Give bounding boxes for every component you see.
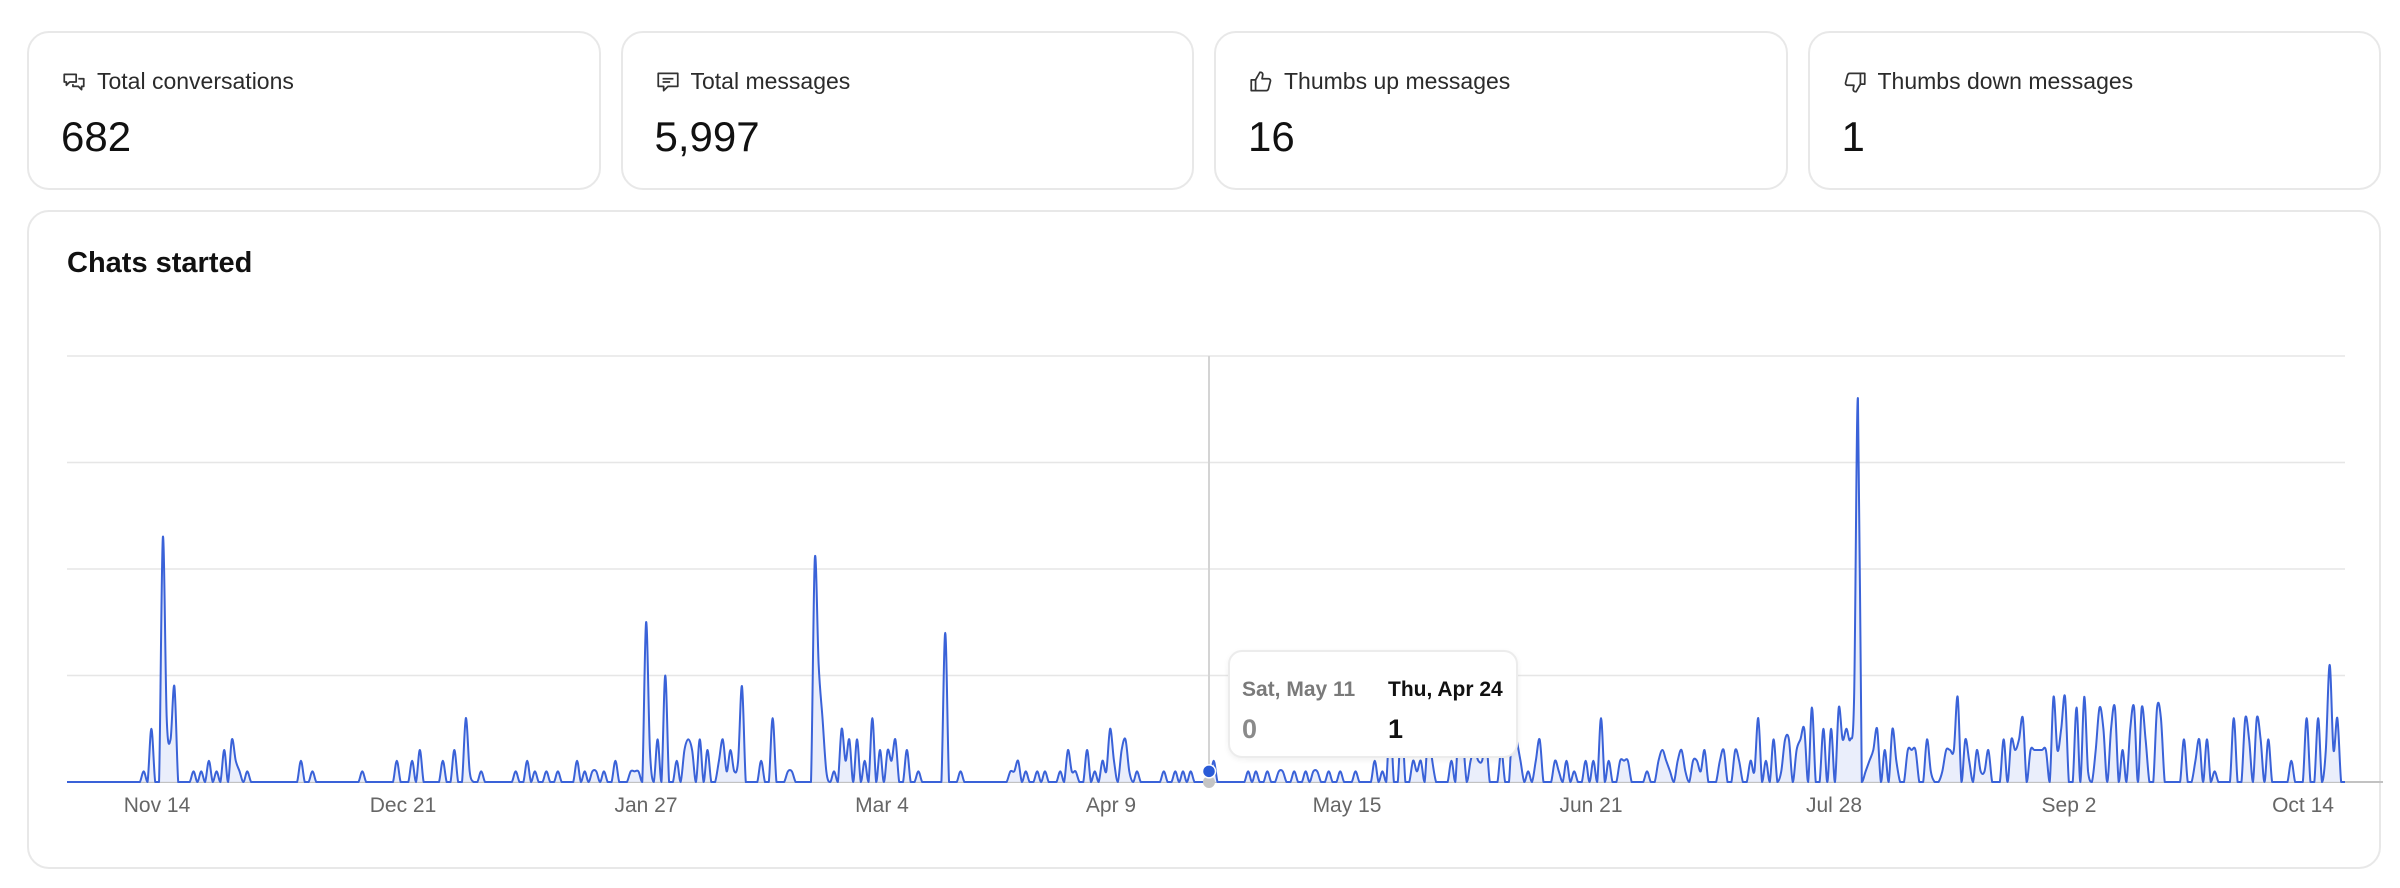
tooltip-current-value: 1 [1388, 714, 1404, 744]
x-tick-label: Dec 21 [370, 794, 437, 817]
stat-card-thumbs-up: Thumbs up messages 16 [1214, 31, 1788, 190]
stat-value: 682 [61, 113, 132, 160]
hover-point-marker [1201, 764, 1217, 779]
chart-series [67, 397, 2383, 783]
stat-label-row: Total messages [655, 68, 851, 95]
x-tick-label: Jun 21 [1559, 794, 1622, 817]
chart-title: Chats started [67, 247, 253, 279]
stat-label: Thumbs down messages [1877, 68, 2134, 94]
stat-value: 16 [1248, 113, 1295, 160]
stat-label-row: Total conversations [61, 68, 294, 95]
x-tick-label: Jul 28 [1806, 794, 1862, 817]
series-line [67, 397, 2345, 783]
stat-value: 1 [1841, 113, 1865, 160]
stat-label: Total conversations [97, 68, 294, 94]
x-tick-label: Nov 14 [124, 794, 191, 817]
stats-row: Total conversations 682 Total messages 5… [27, 31, 2381, 190]
stat-value: 5,997 [654, 113, 760, 160]
x-tick-label: Apr 9 [1086, 794, 1136, 817]
x-tick-label: Oct 14 [2272, 794, 2334, 817]
tooltip-comparison-date: Sat, May 11 [1242, 678, 1356, 701]
chats-started-chart[interactable]: Nov 14 Dec 21 Jan 27 Mar 4 Apr 9 May 15 Jun 21… [29, 212, 2383, 871]
x-tick-label: May 15 [1313, 794, 1382, 817]
chart-tooltip: Sat, May 11 0 Thu, Apr 24 1 [1228, 650, 1518, 758]
tooltip-current: Thu, Apr 24 1 [1388, 678, 1503, 745]
stat-label-row: Thumbs down messages [1842, 68, 2134, 95]
hover-comparison-marker [1203, 776, 1215, 788]
stat-label-row: Thumbs up messages [1248, 68, 1510, 95]
chart-grid [67, 355, 2345, 677]
stat-card-total-conversations: Total conversations 682 [27, 31, 601, 190]
x-tick-label: Sep 2 [2042, 794, 2097, 817]
stat-card-total-messages: Total messages 5,997 [620, 31, 1194, 190]
x-tick-label: Jan 27 [614, 794, 677, 817]
chart-hover [1201, 356, 1217, 788]
thumbs-down-icon [1844, 71, 1866, 93]
x-tick-label: Mar 4 [855, 794, 909, 817]
chart-x-axis: Nov 14 Dec 21 Jan 27 Mar 4 Apr 9 May 15 Jun 21… [124, 794, 2335, 817]
tooltip-current-date: Thu, Apr 24 [1388, 678, 1503, 701]
message-icon [656, 71, 679, 92]
chats-started-card: Nov 14 Dec 21 Jan 27 Mar 4 Apr 9 May 15 Jun 21… [27, 210, 2383, 871]
stat-card-thumbs-down: Thumbs down messages 1 [1807, 31, 2381, 190]
series-area [67, 398, 2345, 782]
tooltip-comparison: Sat, May 11 0 [1242, 678, 1355, 745]
tooltip-comparison-value: 0 [1242, 714, 1258, 744]
stat-label: Thumbs up messages [1284, 68, 1511, 94]
stat-label: Total messages [690, 68, 851, 94]
chat-bubbles-icon [63, 73, 85, 90]
thumbs-up-icon [1250, 70, 1272, 92]
